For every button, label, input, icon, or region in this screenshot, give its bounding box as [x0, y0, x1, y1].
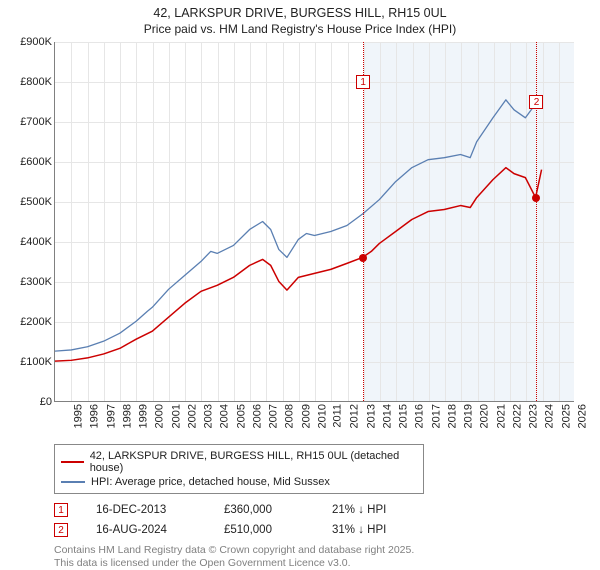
y-tick-label: £800K	[20, 76, 52, 88]
plot-area: 12	[54, 42, 574, 402]
transaction-date: 16-DEC-2013	[96, 504, 196, 516]
x-tick-label: 2004	[219, 404, 231, 428]
x-tick-label: 1999	[137, 404, 149, 428]
series-line-hpi	[55, 100, 542, 351]
x-tick-label: 2023	[527, 404, 539, 428]
x-tick-label: 2026	[576, 404, 588, 428]
transaction-date: 16-AUG-2024	[96, 524, 196, 536]
legend-swatch-hpi	[61, 481, 85, 483]
y-tick-label: £400K	[20, 236, 52, 248]
chart-title: 42, LARKSPUR DRIVE, BURGESS HILL, RH15 0…	[10, 6, 590, 20]
event-marker-box: 1	[356, 75, 370, 89]
x-tick-label: 2016	[414, 404, 426, 428]
x-tick-label: 2009	[300, 404, 312, 428]
x-tick-label: 2007	[267, 404, 279, 428]
event-vline	[363, 42, 364, 401]
event-dot	[532, 194, 540, 202]
x-tick-label: 2021	[495, 404, 507, 428]
legend-item-property: 42, LARKSPUR DRIVE, BURGESS HILL, RH15 0…	[61, 449, 417, 475]
legend-label-property: 42, LARKSPUR DRIVE, BURGESS HILL, RH15 0…	[90, 450, 417, 474]
x-tick-label: 2018	[446, 404, 458, 428]
y-tick-label: £300K	[20, 276, 52, 288]
y-tick-label: £600K	[20, 156, 52, 168]
x-tick-label: 2017	[430, 404, 442, 428]
x-tick-label: 2011	[332, 404, 344, 428]
x-tick-label: 2013	[365, 404, 377, 428]
footer-line: This data is licensed under the Open Gov…	[54, 557, 590, 570]
legend: 42, LARKSPUR DRIVE, BURGESS HILL, RH15 0…	[54, 444, 424, 494]
x-tick-label: 2001	[170, 404, 182, 428]
chart-subtitle: Price paid vs. HM Land Registry's House …	[10, 22, 590, 36]
x-tick-label: 2019	[462, 404, 474, 428]
y-axis: £0£100K£200K£300K£400K£500K£600K£700K£80…	[10, 42, 54, 402]
x-tick-label: 1995	[72, 404, 84, 428]
x-tick-label: 2012	[349, 404, 361, 428]
series-line-property	[55, 168, 542, 361]
x-tick-label: 2006	[251, 404, 263, 428]
x-tick-label: 1998	[121, 404, 133, 428]
chart-area: £0£100K£200K£300K£400K£500K£600K£700K£80…	[10, 42, 590, 402]
transaction-row: 1 16-DEC-2013 £360,000 21% ↓ HPI	[54, 500, 590, 520]
transaction-price: £510,000	[224, 524, 304, 536]
y-tick-label: £700K	[20, 116, 52, 128]
transaction-delta: 21% ↓ HPI	[332, 504, 432, 516]
transaction-row: 2 16-AUG-2024 £510,000 31% ↓ HPI	[54, 520, 590, 540]
footer-line: Contains HM Land Registry data © Crown c…	[54, 544, 590, 557]
x-tick-label: 2014	[381, 404, 393, 428]
event-marker-box: 2	[529, 95, 543, 109]
x-tick-label: 2002	[186, 404, 198, 428]
y-tick-label: £0	[40, 396, 52, 408]
transaction-marker: 2	[54, 523, 68, 537]
x-tick-label: 2005	[235, 404, 247, 428]
x-tick-label: 2015	[397, 404, 409, 428]
x-tick-label: 2000	[154, 404, 166, 428]
x-tick-label: 2022	[511, 404, 523, 428]
series-svg	[55, 42, 574, 401]
x-tick-label: 1997	[105, 404, 117, 428]
transaction-table: 1 16-DEC-2013 £360,000 21% ↓ HPI 2 16-AUG-202…	[54, 500, 590, 540]
x-tick-label: 2020	[479, 404, 491, 428]
x-tick-label: 2025	[560, 404, 572, 428]
event-dot	[359, 254, 367, 262]
x-axis: 1995 1996 1997 1998 1999 2000 2001 2002 2003 2004…	[54, 402, 574, 440]
legend-item-hpi: HPI: Average price, detached house, Mid …	[61, 475, 417, 489]
y-tick-label: £100K	[20, 356, 52, 368]
x-tick-label: 2024	[544, 404, 556, 428]
x-tick-label: 2003	[202, 404, 214, 428]
transaction-delta: 31% ↓ HPI	[332, 524, 432, 536]
transaction-marker: 1	[54, 503, 68, 517]
y-tick-label: £500K	[20, 196, 52, 208]
attribution-footer: Contains HM Land Registry data © Crown c…	[54, 544, 590, 570]
legend-swatch-property	[61, 461, 84, 463]
x-tick-label: 2010	[316, 404, 328, 428]
y-tick-label: £200K	[20, 316, 52, 328]
transaction-price: £360,000	[224, 504, 304, 516]
y-tick-label: £900K	[20, 36, 52, 48]
x-tick-label: 1996	[89, 404, 101, 428]
x-tick-label: 2008	[284, 404, 296, 428]
legend-label-hpi: HPI: Average price, detached house, Mid …	[91, 476, 330, 488]
